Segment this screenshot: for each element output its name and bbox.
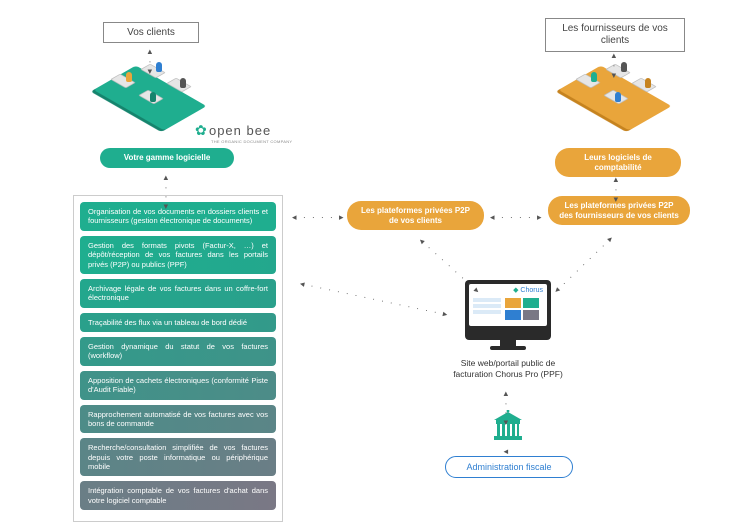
arrow: ◂ ∙ ∙ ∙ ∙ ∙ ∙ ∙ ∙ ∙ ∙ ∙ ∙ ∙ ∙ ∙ ▸ (299, 278, 451, 320)
feature-item: Archivage légale de vos factures dans un… (80, 279, 276, 308)
feature-item: Rapprochement automatisé de vos factures… (80, 405, 276, 434)
openbee-icon: ✿ (195, 122, 207, 138)
arrow: ◂ ∙ ∙ ∙ ∙ ▸ (490, 212, 544, 223)
features-column: Organisation de vos documents en dossier… (73, 195, 283, 522)
monitor-caption: Site web/portail public de facturation C… (445, 358, 571, 380)
clients-office-illustration (100, 68, 200, 128)
chorus-logo-icon: ◆ (513, 287, 518, 294)
p2p-clients-pill: Les plateformes privées P2P de vos clien… (347, 201, 484, 230)
brand-name: open bee (209, 123, 271, 138)
clients-label: Vos clients (103, 22, 199, 43)
feature-item: Gestion dynamique du statut de vos factu… (80, 337, 276, 366)
arrow: ◂ ∙ ▸ (145, 50, 156, 77)
brand-tagline: THE ORGANIC DOCUMENT COMPANY (211, 139, 292, 144)
arrow: ◂ ∙ ∙ ∙ ∙ ▸ (292, 212, 346, 223)
admin-fiscale-box: Administration fiscale (445, 456, 573, 478)
arrow: ◂ ∙ ∙ ▸ (501, 392, 512, 428)
arrow: ▾ (501, 450, 512, 457)
arrow: ◂ ∙ ∙ ∙ ∙ ∙ ∙ ∙ ▸ (550, 234, 616, 298)
feature-item: Apposition de cachets électroniques (con… (80, 371, 276, 400)
arrow: ◂ ∙ ∙ ∙ ∙ ∙ ∙ ∙ ▸ (416, 235, 483, 297)
arrow: ◂ ∙ ∙ ▸ (161, 176, 172, 212)
feature-item: Traçabilité des flux via un tableau de b… (80, 313, 276, 332)
arrow: ◂ ∙ ▸ (611, 178, 622, 205)
feature-item: Gestion des formats pivots (Factur-X, …)… (80, 236, 276, 274)
accounting-software-pill: Leurs logiciels de comptabilité (555, 148, 681, 177)
openbee-logo: ✿ open bee THE ORGANIC DOCUMENT COMPANY (195, 122, 292, 144)
monitor-base (490, 346, 526, 350)
feature-item: Intégration comptable de vos factures d'… (80, 481, 276, 510)
suppliers-label: Les fournisseurs de vos clients (545, 18, 685, 52)
software-range-pill: Votre gamme logicielle (100, 148, 234, 168)
arrow: ◂ ∙ ▸ (609, 54, 620, 81)
feature-item: Recherche/consultation simplifiée de vos… (80, 438, 276, 476)
chorus-brand: Chorus (520, 287, 543, 294)
feature-item: Organisation de vos documents en dossier… (80, 202, 276, 231)
